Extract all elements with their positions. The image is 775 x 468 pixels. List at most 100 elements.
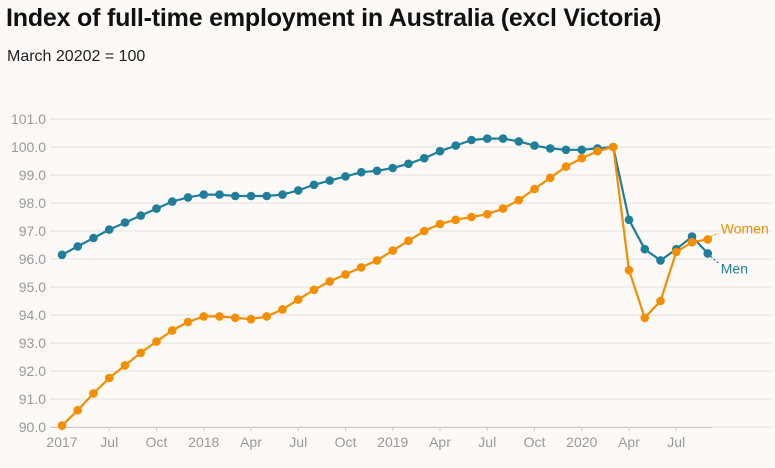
data-point-women [89,389,98,398]
data-point-men [404,159,413,169]
data-point-women [482,209,492,219]
legend: Men Women [710,220,769,276]
data-point-men [167,197,177,206]
y-tick-label: 95.0 [19,279,46,295]
data-point-men [435,146,445,156]
x-tick-label: Jul [478,434,496,450]
y-tick-label: 90.0 [19,419,46,435]
data-point-women [372,256,382,265]
x-tick-label: Jul [100,434,118,450]
data-point-women [262,312,272,321]
x-tick-label: Oct [335,434,357,450]
data-point-women [341,270,350,279]
data-point-women [624,265,634,275]
y-tick-label: 93.0 [19,335,46,351]
data-point-women [419,226,429,236]
x-tick-label: 2018 [188,434,219,450]
y-tick-label: 92.0 [19,363,46,379]
data-point-men [388,163,398,173]
series-line-men [61,137,709,262]
y-tick-label: 99.0 [19,167,46,183]
chart-subtitle: March 20202 = 100 [7,48,146,65]
data-point-men [372,166,382,176]
data-point-men [341,172,350,181]
data-point-women [514,195,524,205]
data-point-women [530,184,539,194]
data-point-men [246,191,256,201]
data-point-men [640,244,650,254]
data-point-men [530,141,539,150]
data-point-women [356,263,366,272]
x-tick-label: 2017 [46,434,77,450]
legend-leader [710,232,719,237]
data-point-women [435,219,445,229]
data-point-women [230,313,240,323]
data-point-men [482,134,492,143]
data-point-women [593,146,602,156]
data-point-men [419,153,429,163]
data-point-women [120,361,130,370]
data-point-women [467,212,476,222]
x-tick-label: Oct [524,434,546,450]
x-tick-label: 2020 [566,434,597,450]
legend-label-men: Men [721,260,748,276]
data-point-men [136,211,146,220]
data-point-men [325,176,335,185]
data-point-women [498,204,508,213]
data-point-men [152,204,161,213]
data-point-men [104,225,114,234]
data-point-women [404,236,413,246]
data-point-women [545,173,555,183]
y-tick-label: 94.0 [19,307,46,323]
data-point-women [577,153,587,163]
y-tick-label: 101.0 [11,111,46,127]
series-group [57,134,713,430]
data-point-women [687,237,697,247]
data-point-men [498,134,508,143]
data-point-women [199,312,209,321]
data-point-men [262,191,272,201]
y-tick-label: 91.0 [19,391,46,407]
data-point-women [246,314,256,324]
data-point-women [671,247,681,257]
data-point-men [577,145,587,155]
data-point-men [230,191,240,201]
data-point-men [451,141,461,150]
x-tick-label: Jul [289,434,307,450]
y-tick-label: 96.0 [19,251,46,267]
data-point-men [199,190,209,199]
series-line-women [61,145,708,427]
data-point-men [703,249,713,258]
data-point-men [624,215,634,225]
x-tick-label: Jul [667,434,685,450]
data-point-men [293,186,303,195]
data-point-women [104,373,114,383]
data-point-women [57,421,67,430]
data-point-women [388,246,398,255]
data-point-men [89,233,98,243]
data-point-men [57,250,67,260]
data-point-men [514,137,524,146]
y-axis-ticks: 90.0 91.0 92.0 93.0 94.0 95.0 96.0 97.0 98.0 99.0… [11,111,46,435]
data-point-men [467,135,476,145]
data-point-men [183,193,193,202]
data-point-women [561,162,571,171]
data-point-men [656,256,665,265]
data-point-men [356,167,366,177]
data-point-men [545,144,555,153]
legend-leader [710,255,720,264]
data-point-women [215,312,224,321]
chart-title: Index of full-time employment in Austral… [6,4,662,32]
x-tick-label: Apr [618,434,640,450]
data-point-women [640,313,650,323]
data-point-women [152,337,161,346]
data-point-women [451,215,461,225]
data-point-women [183,317,193,327]
data-point-men [309,180,319,190]
data-point-women [73,405,83,415]
y-tick-label: 100.0 [11,139,46,155]
data-point-women [167,326,177,335]
data-point-women [309,285,319,295]
x-tick-label: Apr [240,434,262,450]
